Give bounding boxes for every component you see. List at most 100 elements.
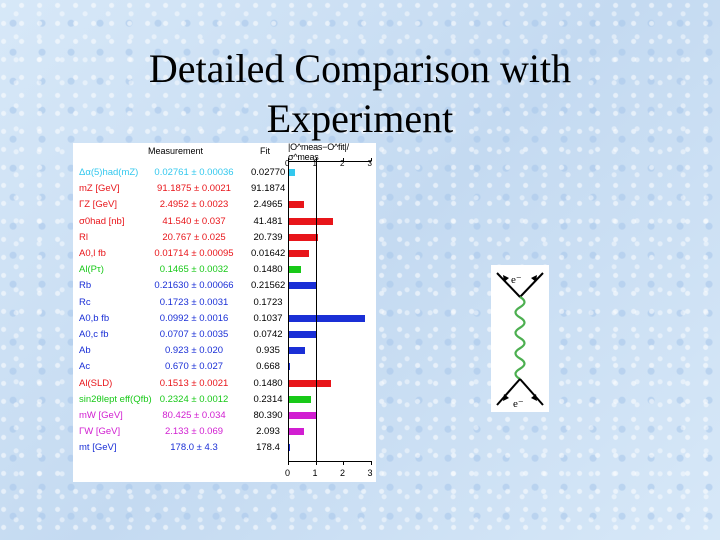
row-fit: 0.2314	[253, 393, 283, 405]
row-measurement: 80.425 ± 0.034	[162, 410, 226, 421]
row-measurement: 0.02761 ± 0.00036	[154, 167, 234, 178]
row-label: Ac	[79, 361, 91, 373]
row-measurement: 2.4952 ± 0.0023	[159, 199, 229, 211]
axis-one-line	[315, 161, 317, 461]
axis-tick	[370, 158, 372, 161]
row-label: σ0had [nb]	[79, 215, 125, 227]
measurement-row: mZ [GeV] 91.1875 ± 0.0021 91.1874	[73, 181, 376, 197]
row-measurement: 0.1723 ± 0.0031	[159, 296, 229, 308]
row-measurement: 0.0707 ± 0.0035	[159, 329, 229, 340]
row-fit: 2.4965	[253, 199, 283, 211]
feynman-top-label: e⁻	[511, 274, 522, 286]
axis-tick-label: 3	[367, 468, 373, 478]
row-measurement: 0.923 ± 0.020	[164, 345, 224, 357]
pull-bar	[288, 395, 311, 403]
row-label: Al(SLD)	[79, 377, 113, 389]
pull-bar	[288, 169, 295, 176]
row-label: A0,c fb	[79, 329, 109, 340]
row-label: mZ [GeV]	[79, 183, 120, 195]
row-label: sin2θlept eff(Qfb)	[79, 393, 152, 405]
axis-top-line	[288, 161, 371, 162]
row-label: Rl	[79, 231, 88, 243]
feynman-diagram: e⁻ e⁻	[491, 265, 549, 412]
pull-bar	[288, 250, 309, 257]
row-label: Ab	[79, 345, 91, 357]
row-label: mW [GeV]	[79, 410, 123, 421]
row-fit: 178.4	[256, 442, 280, 454]
row-measurement: 2.133 ± 0.069	[164, 426, 224, 438]
pull-bar	[288, 233, 319, 241]
pull-bar	[288, 266, 302, 274]
row-fit: 0.1723	[253, 296, 283, 308]
measurement-row: Al(Pτ) 0.1465 ± 0.0032 0.1480	[73, 262, 376, 278]
row-measurement: 41.540 ± 0.037	[162, 215, 226, 227]
row-fit: 91.1874	[251, 183, 286, 195]
axis-tick-label: 1	[312, 159, 317, 168]
axis-tick	[370, 461, 372, 465]
row-fit: 0.1037	[253, 312, 283, 324]
photon-propagator	[514, 296, 526, 380]
row-measurement: 0.1513 ± 0.0021	[159, 377, 229, 389]
measurement-row: sin2θlept eff(Qfb) 0.2324 ± 0.0012 0.2314	[73, 392, 376, 408]
measurement-row: Rb 0.21630 ± 0.00066 0.21562	[73, 278, 376, 294]
pull-bar	[288, 412, 317, 419]
row-fit: 80.390	[253, 410, 283, 421]
header-measurement: Measurement	[148, 146, 204, 156]
row-label: mt [GeV]	[79, 442, 117, 454]
header-pull: |O^meas−O^fit|/σ^meas	[288, 142, 349, 162]
axis-tick-label: 1	[312, 468, 318, 478]
slide-title: Detailed Comparison with Experiment	[148, 46, 572, 141]
row-fit: 20.739	[253, 231, 283, 243]
axis-tick-label: 3	[367, 159, 372, 168]
electroweak-pull-figure: Measurement Fit |O^meas−O^fit|/σ^meas Δα…	[73, 142, 376, 482]
header-fit: Fit	[260, 146, 270, 156]
measurement-row: Δα(5)had(mZ) 0.02761 ± 0.00036 0.02770	[73, 165, 376, 181]
axis-tick	[343, 158, 344, 161]
row-fit: 0.21562	[251, 280, 286, 292]
row-label: ΓZ [GeV]	[79, 199, 117, 211]
row-label: A0,l fb	[79, 248, 106, 259]
row-fit: 0.935	[256, 345, 280, 357]
electron-line-top	[496, 272, 544, 298]
row-fit: 0.1480	[253, 264, 283, 276]
axis-tick	[343, 461, 344, 465]
pull-bar	[288, 282, 317, 290]
row-measurement: 0.2324 ± 0.0012	[159, 393, 229, 405]
measurement-row: Ab 0.923 ± 0.020 0.935	[73, 343, 376, 359]
row-measurement: 0.0992 ± 0.0016	[159, 312, 229, 324]
measurement-row: Ac 0.670 ± 0.027 0.668	[73, 359, 376, 375]
row-fit: 2.093	[256, 426, 280, 438]
electron-line-bottom	[496, 378, 544, 406]
axis-tick-label: 2	[340, 468, 346, 478]
pull-bar	[288, 201, 304, 209]
axis-tick	[288, 158, 289, 161]
row-measurement: 20.767 ± 0.025	[162, 231, 226, 243]
pull-bar	[288, 428, 304, 436]
row-fit: 0.1480	[253, 377, 283, 389]
row-label: Rc	[79, 296, 91, 308]
axis-tick	[288, 461, 289, 465]
pull-bar	[288, 217, 333, 225]
measurement-row: A0,c fb 0.0707 ± 0.0035 0.0742	[73, 327, 376, 343]
measurement-row: Al(SLD) 0.1513 ± 0.0021 0.1480	[73, 376, 376, 392]
row-label: Al(Pτ)	[79, 264, 104, 276]
pull-bar	[288, 331, 316, 338]
row-fit: 0.668	[256, 361, 280, 373]
measurement-row: A0,b fb 0.0992 ± 0.0016 0.1037	[73, 311, 376, 327]
measurement-row: ΓZ [GeV] 2.4952 ± 0.0023 2.4965	[73, 197, 376, 213]
row-measurement: 0.01714 ± 0.00095	[154, 248, 234, 259]
row-label: Δα(5)had(mZ)	[79, 167, 139, 178]
row-measurement: 178.0 ± 4.3	[170, 442, 218, 454]
axis-tick	[315, 158, 317, 161]
measurement-row: Rl 20.767 ± 0.025 20.739	[73, 230, 376, 246]
row-fit: 0.02770	[251, 167, 286, 178]
pull-bar	[288, 347, 305, 355]
axis-tick-label: 2	[340, 159, 345, 168]
row-label: A0,b fb	[79, 312, 110, 324]
pull-bar	[288, 314, 366, 322]
axis-tick	[315, 461, 317, 465]
pull-bar	[288, 379, 332, 387]
row-measurement: 0.1465 ± 0.0032	[159, 264, 229, 276]
row-label: ΓW [GeV]	[79, 426, 121, 438]
measurement-row: ΓW [GeV] 2.133 ± 0.069 2.093	[73, 424, 376, 440]
